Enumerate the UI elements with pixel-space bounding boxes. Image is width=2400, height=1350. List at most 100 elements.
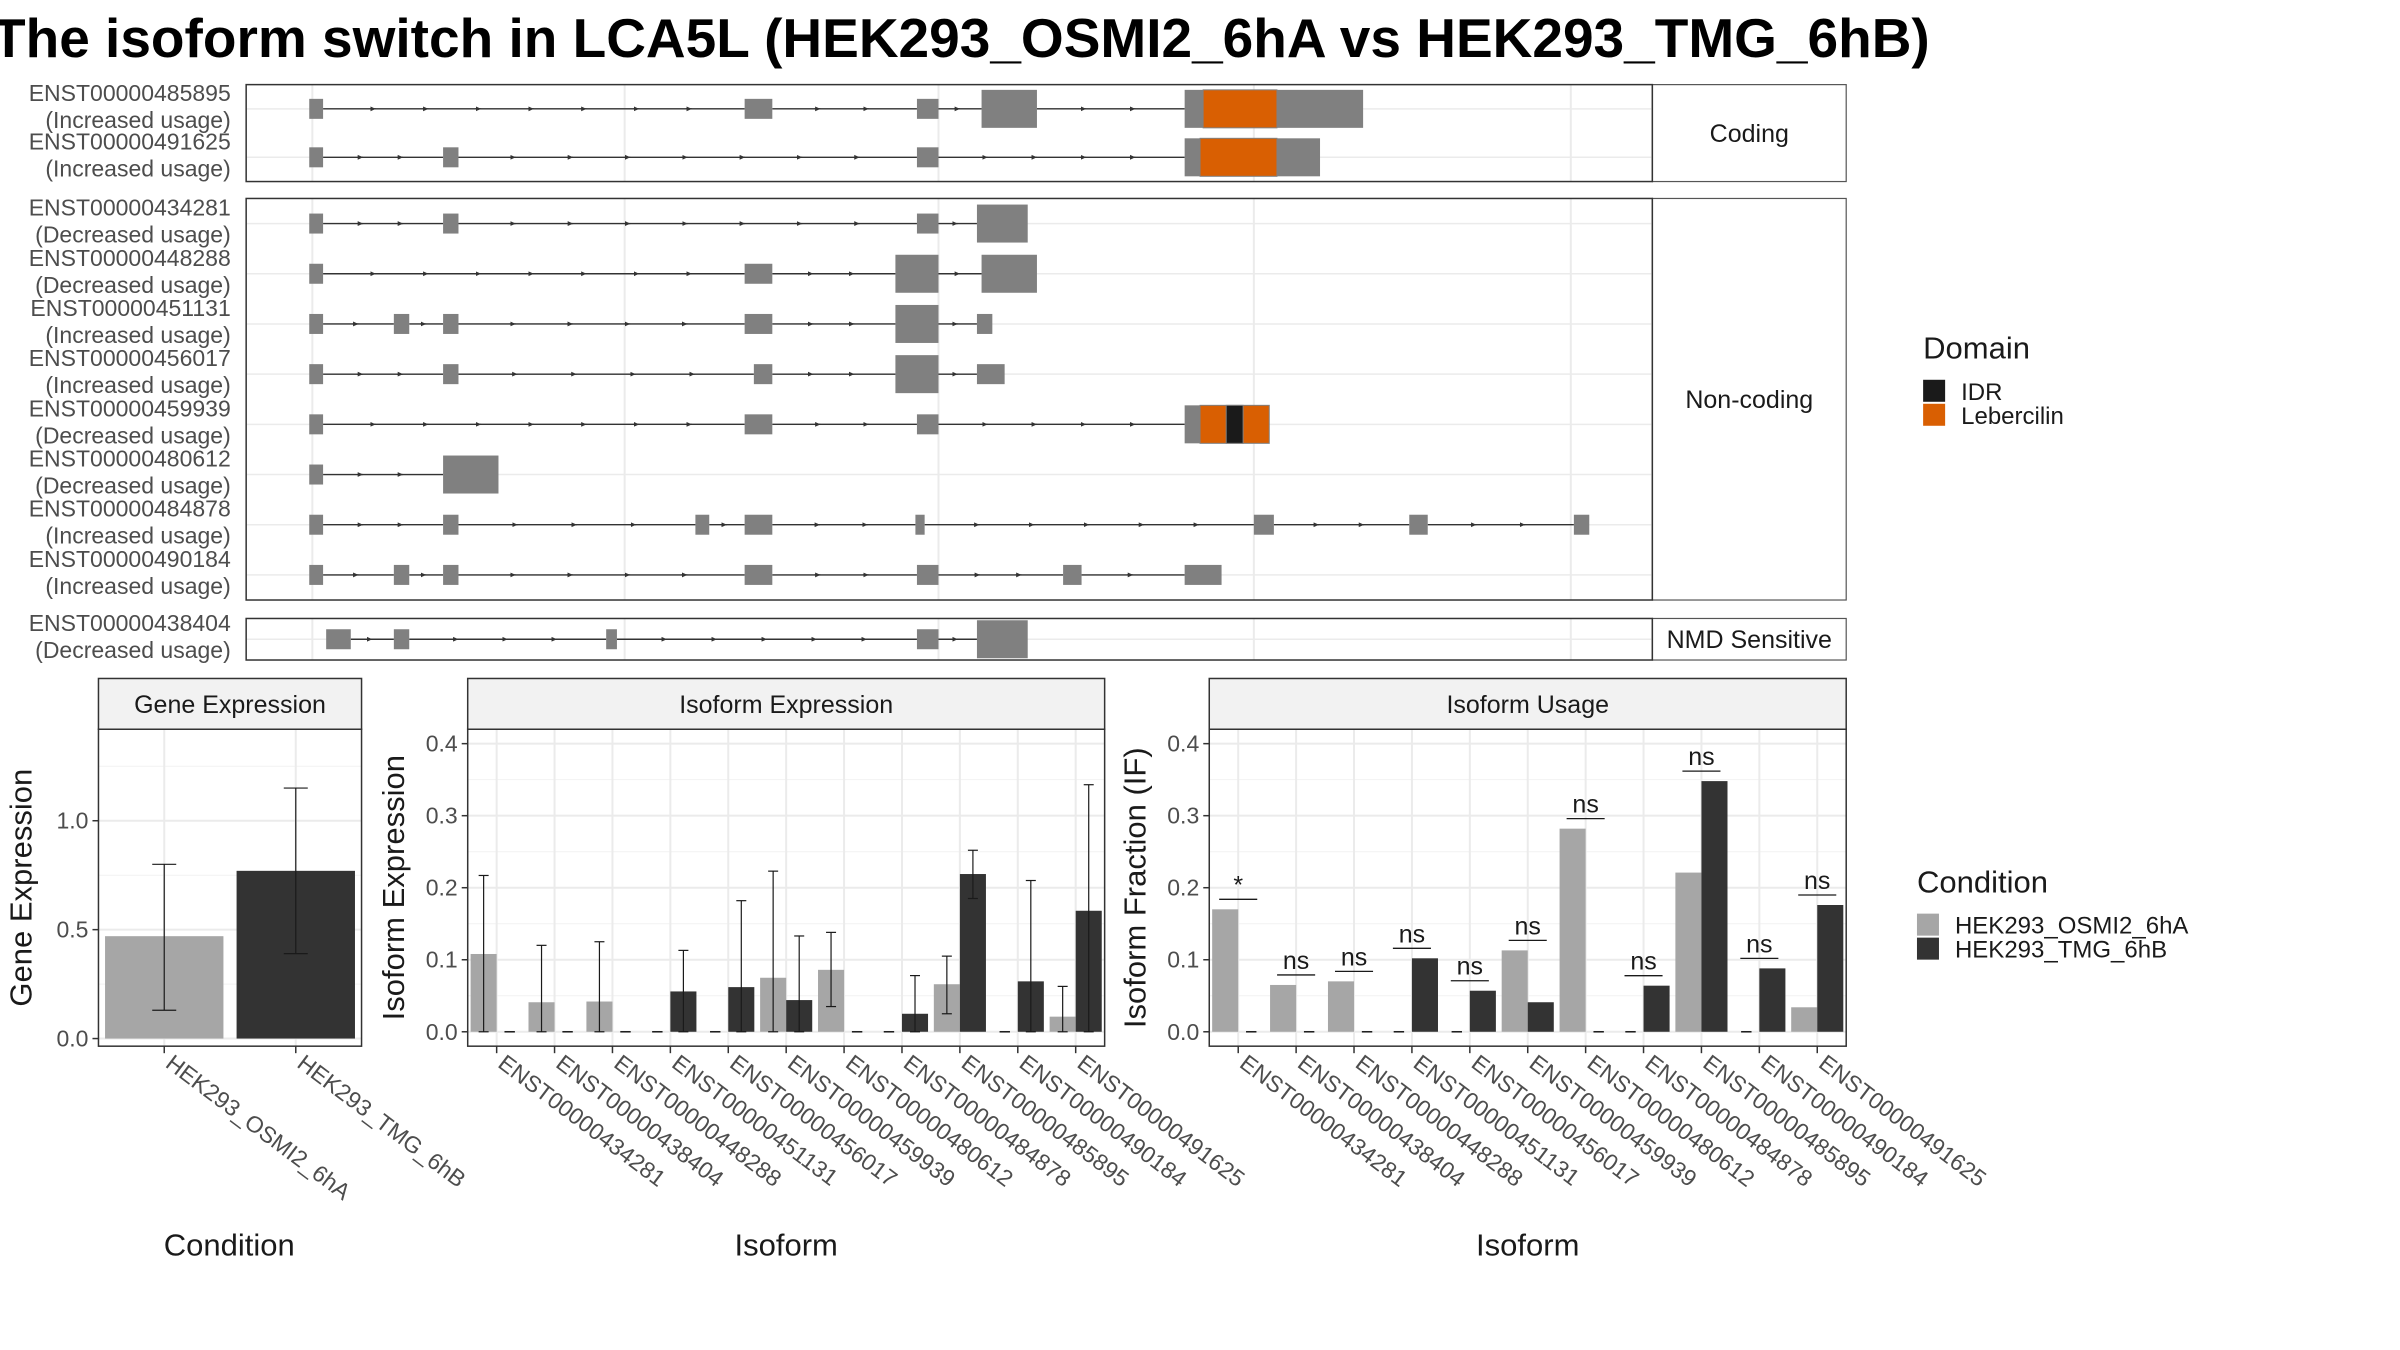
transcript-row: ENST00000485895(Increased usage) <box>29 80 1653 133</box>
structure-group-nmd-sensitive: NMD Sensitive ENST00000438404(Decreased u… <box>29 610 1847 663</box>
x-axis-title: Isoform <box>1476 1227 1579 1262</box>
structure-panel-border <box>245 617 1654 661</box>
bar-chart-panels: Gene Expression0.00.51.0HEK293_OSMI2_6hA… <box>4 677 1991 1262</box>
transcript-id-label: ENST00000434281 <box>29 195 231 221</box>
exon-block <box>309 514 324 535</box>
significance-label: ns <box>1630 948 1656 976</box>
chart-strip <box>1208 677 1847 730</box>
transcript-row: ENST00000448288(Decreased usage) <box>29 245 1653 298</box>
legend-key <box>1916 937 1939 960</box>
exon-block <box>443 313 459 334</box>
chart-panel-border <box>97 728 363 1047</box>
exon-block <box>326 629 351 650</box>
exon-block <box>1253 514 1274 535</box>
chart-strip <box>97 677 363 730</box>
transcript-id-label: ENST00000480612 <box>29 446 231 472</box>
exon-block <box>443 147 459 168</box>
y-tick-label: 1.0 <box>56 808 88 834</box>
transcript-row: ENST00000491625(Increased usage) <box>29 128 1653 181</box>
significance-label: ns <box>1515 912 1541 940</box>
exon-block <box>744 263 773 284</box>
y-axis-title: Isoform Fraction (IF) <box>1117 747 1152 1028</box>
y-tick-label: 0.5 <box>56 917 88 943</box>
significance-label: * <box>1233 871 1243 899</box>
significance-label: ns <box>1688 743 1714 771</box>
transcript-id-label: ENST00000459939 <box>29 395 231 421</box>
significance-label: ns <box>1399 920 1425 948</box>
structure-panel-border <box>245 83 1654 183</box>
transcript-usage-label: (Increased usage) <box>45 107 230 133</box>
y-tick-label: 0.3 <box>1167 803 1199 829</box>
exon-block <box>976 620 1028 659</box>
facet-strip <box>1651 197 1847 601</box>
transcript-row: ENST00000451131(Increased usage) <box>30 295 1653 348</box>
bar <box>1701 781 1728 1032</box>
legend-key <box>1916 913 1939 936</box>
exon-block <box>753 364 773 385</box>
exon-block <box>916 98 939 119</box>
chart-title: Isoform Expression <box>679 691 893 719</box>
significance-label: ns <box>1341 943 1367 971</box>
exon-block <box>916 564 939 585</box>
bar <box>1527 1002 1554 1032</box>
transcript-row: ENST00000456017(Increased usage) <box>29 345 1653 398</box>
exon-block <box>606 629 617 650</box>
exon-block <box>976 204 1028 243</box>
exon-block <box>895 254 939 293</box>
domain-lebercilin <box>1199 137 1278 177</box>
exon-block <box>393 313 410 334</box>
domain-lebercilin <box>1202 89 1278 129</box>
y-tick-label: 0.1 <box>1167 947 1199 973</box>
legend-title: Condition <box>1917 864 2048 899</box>
exon-block <box>916 629 939 650</box>
bar <box>1270 984 1297 1032</box>
exon-block <box>1063 564 1082 585</box>
transcript-usage-label: (Decreased usage) <box>35 422 231 448</box>
facet-strip-label: NMD Sensitive <box>1667 626 1832 654</box>
exon-block <box>1573 514 1590 535</box>
exon-block <box>916 147 939 168</box>
significance-label: ns <box>1457 953 1483 981</box>
significance-label: ns <box>1572 791 1598 819</box>
legend-key <box>1923 379 1946 402</box>
exon-block <box>915 514 925 535</box>
transcript-id-label: ENST00000485895 <box>29 80 231 106</box>
transcript-usage-label: (Increased usage) <box>45 155 230 181</box>
bar <box>1501 950 1528 1032</box>
exon-block <box>695 514 710 535</box>
exon-block <box>1409 514 1428 535</box>
exon-block <box>916 213 939 234</box>
exon-block <box>443 364 459 385</box>
legend-label: HEK293_OSMI2_6hA <box>1955 913 2188 940</box>
transcript-usage-label: (Decreased usage) <box>35 637 231 663</box>
y-tick-label: 0.3 <box>426 803 458 829</box>
bar <box>1327 981 1355 1032</box>
bar <box>959 874 986 1032</box>
bar <box>1559 828 1586 1032</box>
transcript-usage-label: (Increased usage) <box>45 372 230 398</box>
exon-block <box>309 313 324 334</box>
exon-block <box>309 364 324 385</box>
facet-strip-label: Coding <box>1710 120 1789 148</box>
exon-block <box>443 514 459 535</box>
transcript-id-label: ENST00000484878 <box>29 496 231 522</box>
transcript-usage-label: (Increased usage) <box>45 523 230 549</box>
y-tick-label: 0.4 <box>426 731 458 757</box>
facet-strip-label: Non-coding <box>1685 386 1813 414</box>
y-tick-label: 0.0 <box>1167 1019 1199 1045</box>
transcript-id-label: ENST00000448288 <box>29 245 231 271</box>
bar <box>1212 909 1239 1032</box>
exon-block <box>309 147 324 168</box>
transcript-id-label: ENST00000451131 <box>30 295 230 321</box>
exon-block <box>393 629 410 650</box>
significance-label: ns <box>1283 947 1309 975</box>
chart-strip <box>466 677 1106 730</box>
bar <box>1759 968 1786 1032</box>
transcript-usage-label: (Decreased usage) <box>35 222 231 248</box>
exon-block <box>443 564 459 585</box>
transcript-row: ENST00000459939(Decreased usage) <box>29 395 1653 448</box>
transcript-usage-label: (Increased usage) <box>45 322 230 348</box>
